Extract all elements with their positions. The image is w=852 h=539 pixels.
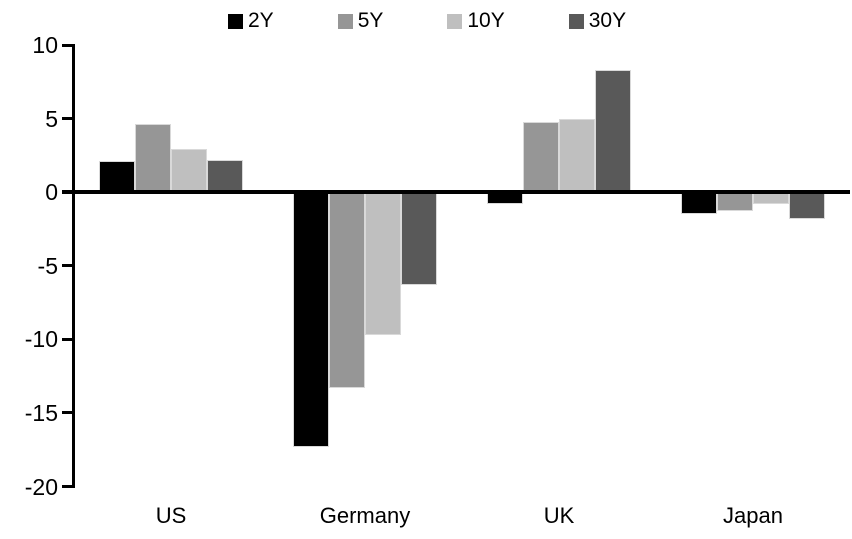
bar-uk-10y	[559, 118, 595, 193]
bar-japan-2y	[681, 192, 717, 215]
legend-label: 5Y	[357, 9, 384, 32]
y-tick-label: 10	[32, 32, 58, 58]
bar-uk-30y	[595, 70, 631, 193]
y-tick-mark	[62, 337, 74, 341]
bar-japan-5y	[717, 192, 753, 212]
legend-label: 10Y	[467, 9, 505, 32]
bar-us-30y	[207, 159, 243, 193]
zero-axis-line	[62, 189, 850, 195]
legend-label: 30Y	[588, 9, 627, 32]
legend-item-30y: 30Y	[568, 9, 627, 32]
y-tick-mark	[62, 264, 74, 268]
legend-swatch-icon	[568, 13, 584, 29]
legend-swatch-icon	[337, 13, 353, 29]
legend-swatch-icon	[447, 13, 463, 29]
y-tick-mark	[62, 411, 74, 415]
x-category-label: US	[155, 503, 187, 528]
legend-swatch-icon	[228, 13, 243, 29]
legend-item-2y: 2Y	[228, 10, 274, 32]
y-tick-label: -10	[24, 326, 58, 353]
legend-item-5y: 5Y	[337, 9, 384, 32]
y-tick-label: -20	[24, 473, 58, 500]
bar-uk-5y	[523, 121, 559, 193]
x-category-label: UK	[543, 503, 575, 528]
y-tick-label: 5	[45, 105, 58, 132]
y-axis-line	[71, 44, 75, 488]
bar-us-5y	[135, 124, 171, 193]
bar-us-10y	[171, 149, 207, 193]
bar-us-2y	[99, 161, 135, 193]
legend-label: 2Y	[248, 9, 274, 32]
x-category-label: Japan	[723, 503, 783, 528]
bar-germany-2y	[293, 192, 329, 447]
legend: 2Y 5Y 10Y 30Y	[228, 10, 626, 32]
y-tick-label: -5	[37, 252, 58, 279]
bar-germany-30y	[401, 192, 437, 285]
x-category-label: Germany	[319, 503, 411, 528]
y-tick-mark	[62, 43, 74, 47]
bar-germany-5y	[329, 192, 365, 388]
bar-japan-30y	[789, 192, 825, 219]
y-tick-mark	[62, 117, 74, 121]
legend-item-10y: 10Y	[447, 9, 505, 32]
y-tick-label: -15	[24, 399, 58, 426]
y-tick-mark	[62, 485, 74, 488]
bar-germany-10y	[365, 192, 401, 335]
y-tick-label: 0	[45, 179, 58, 206]
